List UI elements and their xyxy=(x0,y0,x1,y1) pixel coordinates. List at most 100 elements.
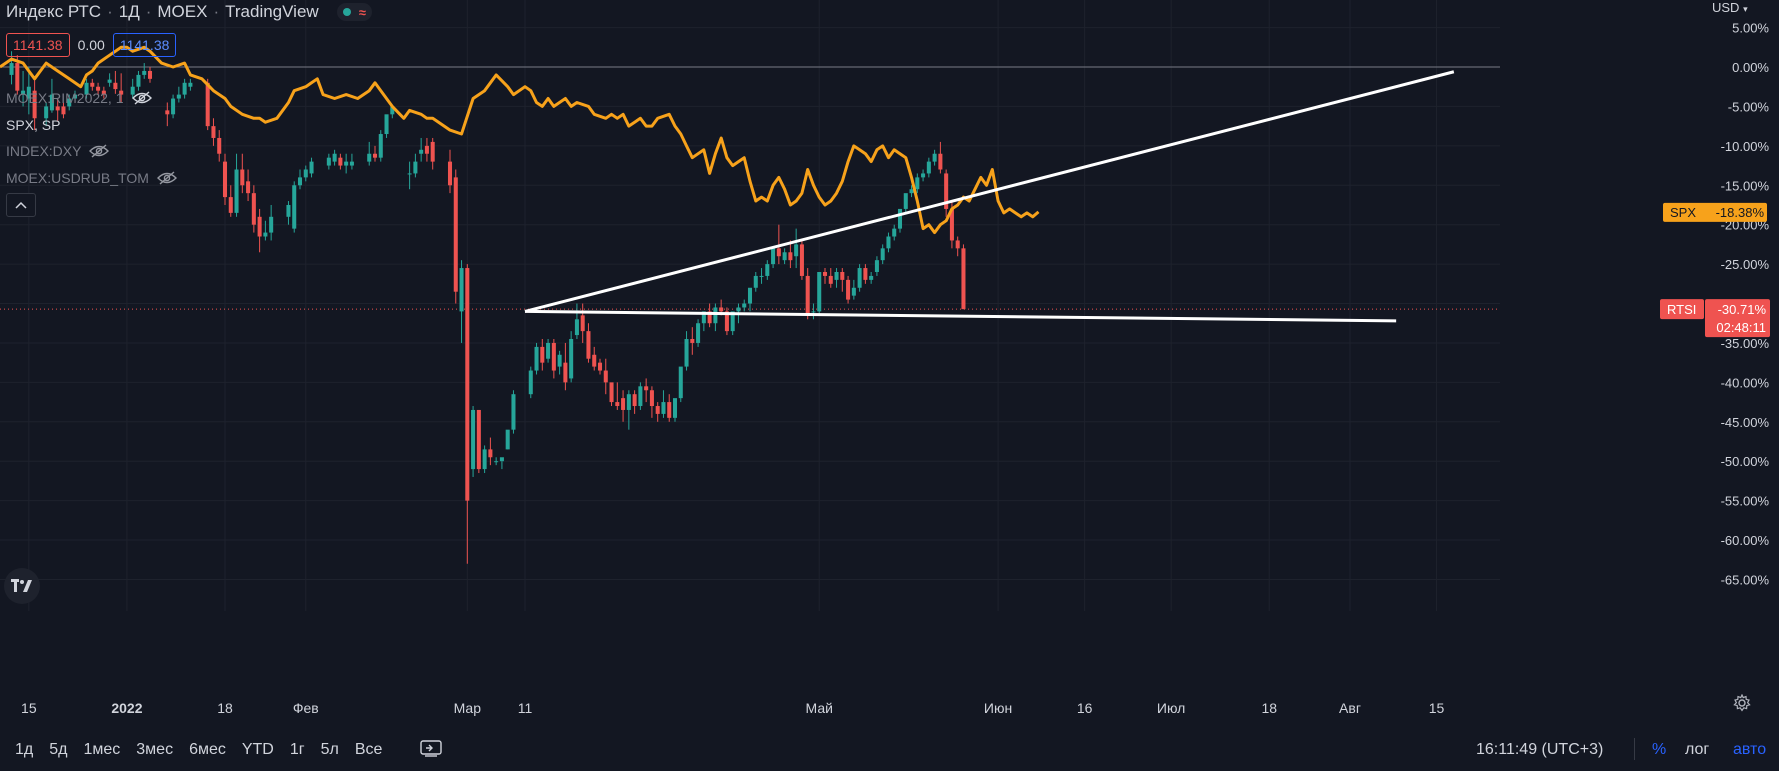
x-tick-label: 18 xyxy=(1261,700,1277,716)
interval-label[interactable]: 1Д xyxy=(118,2,140,21)
candle-body xyxy=(90,82,95,87)
candle-body xyxy=(696,323,701,343)
candle xyxy=(955,236,960,257)
candle-body xyxy=(119,90,124,95)
timeframe-1y[interactable]: 1г xyxy=(289,741,305,758)
eye-off-icon[interactable] xyxy=(156,171,177,185)
candle-body xyxy=(44,106,49,119)
candle xyxy=(557,350,562,375)
tradingview-logo-icon[interactable] xyxy=(4,568,40,604)
candle xyxy=(113,70,118,94)
candle xyxy=(546,339,551,363)
candle xyxy=(482,445,487,474)
candle-body xyxy=(626,394,631,410)
candle-body xyxy=(609,382,614,403)
timeframe-5d[interactable]: 5д xyxy=(49,741,68,758)
candle xyxy=(84,78,89,99)
candle-body xyxy=(569,339,574,379)
toolbar-divider xyxy=(1634,738,1635,760)
candle-body xyxy=(540,346,545,363)
candle-body xyxy=(476,409,481,470)
y-tick-label: -45.00% xyxy=(1721,415,1770,430)
candle xyxy=(661,390,666,418)
rtsi-name-badge xyxy=(1660,299,1704,320)
timeframe-1d[interactable]: 1д xyxy=(15,741,34,758)
auto-scale-toggle[interactable]: авто xyxy=(1733,741,1767,758)
trendline xyxy=(524,70,1455,313)
candle-body xyxy=(592,354,597,367)
percent-scale-toggle[interactable]: % xyxy=(1652,741,1667,758)
market-open-icon xyxy=(342,8,351,16)
timeframe-1m[interactable]: 1мес xyxy=(83,741,121,758)
x-tick-label: 11 xyxy=(518,700,533,716)
candle xyxy=(326,153,331,170)
candle xyxy=(822,268,828,284)
timeframe-3m[interactable]: 3мес xyxy=(136,741,174,758)
currency-selector[interactable]: USD ▾ xyxy=(1712,0,1748,15)
candle xyxy=(378,130,383,162)
candle xyxy=(603,358,608,395)
gear-icon[interactable] xyxy=(1733,693,1751,717)
candle xyxy=(286,201,291,225)
server-clock[interactable]: 16:11:49 (UTC+3) xyxy=(1476,741,1604,758)
bid-price-box[interactable]: 1141.38 xyxy=(6,33,70,57)
symbol-title[interactable]: Индекс РТС xyxy=(6,2,102,21)
candle-body xyxy=(505,429,510,450)
eye-off-icon[interactable] xyxy=(89,144,110,158)
candle-body xyxy=(557,354,562,367)
candle xyxy=(811,303,816,320)
x-tick-label: Фев xyxy=(293,700,319,716)
rtsi-badge-value: -30.71% xyxy=(1718,302,1767,317)
timeframe-6m[interactable]: 6мес xyxy=(189,741,226,758)
trendlines[interactable] xyxy=(524,70,1455,323)
separator: · xyxy=(145,2,152,21)
candle xyxy=(147,67,153,83)
candle xyxy=(638,382,643,410)
legend-item-rim2022[interactable]: MOEX:RIM2022, 1 xyxy=(6,90,152,106)
rtsi-countdown: 02:48:11 xyxy=(1716,320,1766,335)
y-tick-label: -40.00% xyxy=(1721,375,1770,390)
candle-body xyxy=(909,189,914,194)
timeframe-5y[interactable]: 5л xyxy=(320,741,339,758)
candle xyxy=(817,271,822,316)
candle-body xyxy=(684,339,689,367)
legend-collapse-button[interactable] xyxy=(6,193,36,217)
timeframe-ytd[interactable]: YTD xyxy=(241,741,274,758)
candle xyxy=(447,149,453,194)
x-tick-label: 15 xyxy=(21,700,37,716)
compare-icon[interactable] xyxy=(420,739,443,762)
candle-body xyxy=(869,275,874,280)
candle xyxy=(563,342,568,391)
ask-price-box[interactable]: 1141.38 xyxy=(112,33,177,57)
x-axis[interactable]: 15 2022 18 Фев Мар 11 Май Июн 16 Июл 18 Авг 15 xyxy=(21,700,1444,716)
eye-off-icon[interactable] xyxy=(131,91,152,105)
candle-body xyxy=(580,315,585,332)
y-tick-label: -65.00% xyxy=(1721,572,1770,587)
candle xyxy=(49,78,54,113)
candle xyxy=(528,366,533,399)
log-scale-toggle[interactable]: лог xyxy=(1685,741,1710,758)
candle xyxy=(696,319,701,347)
candle xyxy=(880,244,885,265)
candle xyxy=(667,394,672,422)
legend-item-dxy[interactable]: INDEX:DXY xyxy=(6,143,110,159)
candle xyxy=(367,141,372,166)
candle xyxy=(771,248,776,269)
candle xyxy=(915,173,920,194)
market-status-pill[interactable]: ≈ xyxy=(336,3,372,21)
candle-body xyxy=(886,236,891,249)
candle xyxy=(182,78,187,99)
legend-item-spx[interactable]: SPX, SP xyxy=(6,117,60,133)
chevron-down-icon: ▾ xyxy=(1743,4,1748,14)
candle-body xyxy=(719,307,724,312)
candle-body xyxy=(771,248,776,265)
candle-body xyxy=(621,398,626,410)
candle xyxy=(586,323,591,363)
timeframe-all[interactable]: Все xyxy=(354,741,383,758)
candle-body xyxy=(251,193,256,225)
candle xyxy=(338,153,343,170)
candle-body xyxy=(211,126,216,138)
legend-item-usdrub[interactable]: MOEX:USDRUB_TOM xyxy=(6,170,177,186)
candle xyxy=(297,169,303,190)
